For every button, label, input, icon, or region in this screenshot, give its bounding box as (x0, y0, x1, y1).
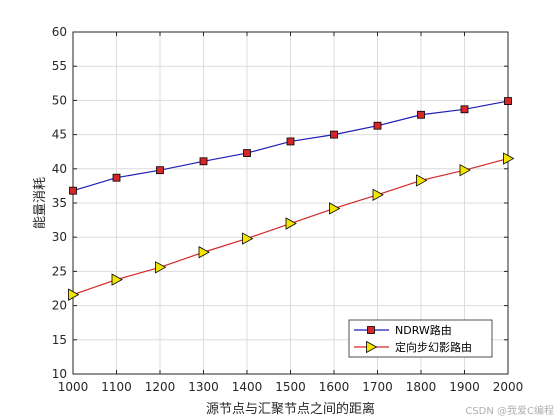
y-tick-label: 35 (52, 196, 67, 210)
x-tick-label: 1200 (145, 380, 176, 394)
y-tick-label: 55 (52, 59, 67, 73)
x-tick-label: 1300 (188, 380, 219, 394)
series-2-point (503, 152, 515, 165)
series-1-point (286, 137, 295, 146)
legend-label: 定向步幻影路由 (395, 340, 472, 354)
series-2 (68, 152, 515, 301)
series-layer (68, 97, 515, 301)
x-axis-label: 源节点与汇聚节点之间的距离 (206, 401, 375, 417)
y-axis-label: 能量消耗 (33, 177, 48, 229)
legend-marker (367, 326, 375, 334)
series-2-point (242, 232, 254, 245)
legend-item-2: 定向步幻影路由 (354, 340, 472, 354)
axis-ticks: 1000 1100 1200 1300 1400 1500 1600 1700 1800 1900… (52, 25, 524, 394)
series-2-point (111, 273, 123, 286)
legend-item-1: NDRW路由 (354, 323, 452, 337)
y-tick-label: 30 (52, 230, 67, 244)
series-1-point (504, 97, 512, 105)
y-tick-label: 60 (52, 25, 67, 39)
y-tick-label: 40 (52, 162, 67, 176)
y-tick-label: 10 (52, 367, 67, 381)
series-2-point (372, 188, 384, 201)
series-2-point (459, 163, 471, 177)
y-tick-label: 50 (52, 93, 67, 107)
series-2-point (416, 174, 428, 187)
y-tick-label: 15 (52, 333, 67, 347)
series-1-point (156, 166, 164, 175)
x-tick-label: 1600 (319, 380, 350, 394)
x-tick-label: 1000 (58, 380, 89, 394)
series-1-point (373, 121, 382, 130)
legend-marker (366, 340, 378, 354)
y-tick-label: 25 (52, 264, 67, 278)
legend-label: NDRW路由 (395, 323, 452, 337)
x-tick-label: 1700 (362, 380, 393, 394)
series-1-point (112, 173, 121, 182)
series-2-point (155, 261, 167, 274)
x-tick-label: 1100 (101, 380, 132, 394)
series-1-point (417, 110, 425, 119)
y-tick-label: 45 (52, 128, 67, 142)
series-2-point (198, 246, 210, 259)
y-tick-label: 20 (52, 299, 67, 313)
series-2-point (285, 217, 297, 230)
x-tick-label: 1800 (406, 380, 437, 394)
x-tick-label: 1500 (275, 380, 306, 394)
x-tick-label: 2000 (493, 380, 524, 394)
series-2-point (68, 288, 80, 301)
watermark: CSDN @我爱C编程 (465, 406, 554, 417)
series-1-point (330, 130, 338, 139)
series-1 (69, 97, 512, 195)
x-tick-label: 1900 (449, 380, 480, 394)
series-1-point (243, 149, 251, 157)
series-2-point (329, 202, 341, 215)
series-1-point (460, 105, 469, 114)
x-tick-label: 1400 (232, 380, 263, 394)
series-1-point (199, 157, 208, 166)
series-1-point (69, 186, 77, 195)
